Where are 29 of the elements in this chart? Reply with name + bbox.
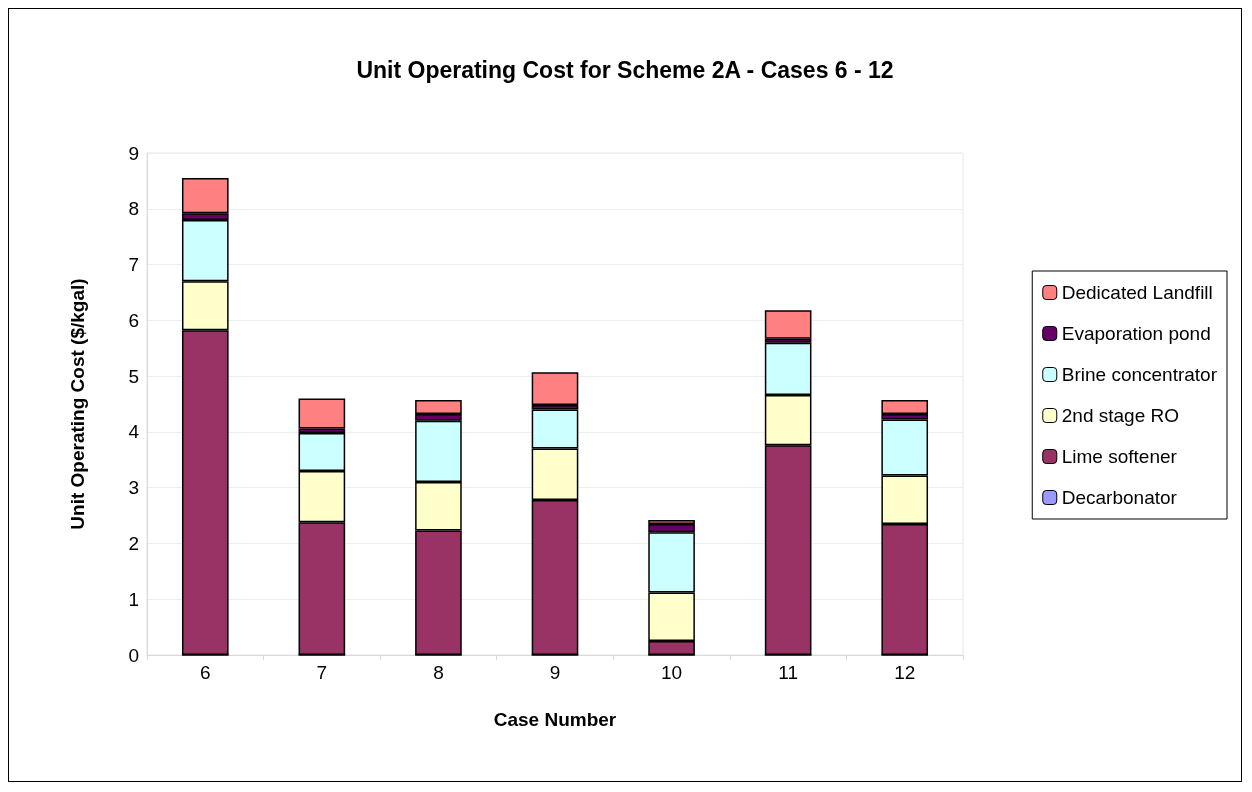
legend-label: Lime softener <box>1061 446 1178 467</box>
y-tick-label: 0 <box>128 644 139 666</box>
x-tick-label: 12 <box>894 662 916 683</box>
y-tick-label: 8 <box>128 198 139 220</box>
legend-label: Brine concentrator <box>1061 364 1218 385</box>
x-tick-label: 8 <box>433 662 444 683</box>
legend-label: Decarbonator <box>1061 487 1178 508</box>
y-tick-label: 2 <box>128 532 139 554</box>
legend-label: Dedicated Landfill <box>1061 282 1213 303</box>
x-tick-label: 7 <box>316 662 328 683</box>
legend-label: Evaporation pond <box>1061 323 1211 344</box>
x-tick-label: 11 <box>778 662 799 683</box>
y-tick-label: 1 <box>128 588 139 610</box>
y-tick-label: 9 <box>128 142 139 164</box>
y-tick-label: 6 <box>128 309 139 331</box>
bar <box>531 372 579 406</box>
x-tick-label: 6 <box>200 662 211 683</box>
x-tick-label: 9 <box>549 662 561 683</box>
y-tick-label: 4 <box>128 421 140 443</box>
y-axis-title: Unit Operating Cost ($/kgal) <box>67 278 88 530</box>
chart-title: Unit Operating Cost for Scheme 2A - Cases 6 - 12 <box>356 56 894 83</box>
y-tick-label: 3 <box>128 477 139 499</box>
legend-label: 2nd stage RO <box>1061 405 1179 426</box>
x-tick-label: 10 <box>661 662 683 683</box>
bar <box>298 398 346 429</box>
bar <box>764 310 812 339</box>
x-axis-title: Case Number <box>493 709 617 730</box>
y-tick-label: 5 <box>128 365 139 387</box>
y-tick-label: 7 <box>128 254 139 276</box>
